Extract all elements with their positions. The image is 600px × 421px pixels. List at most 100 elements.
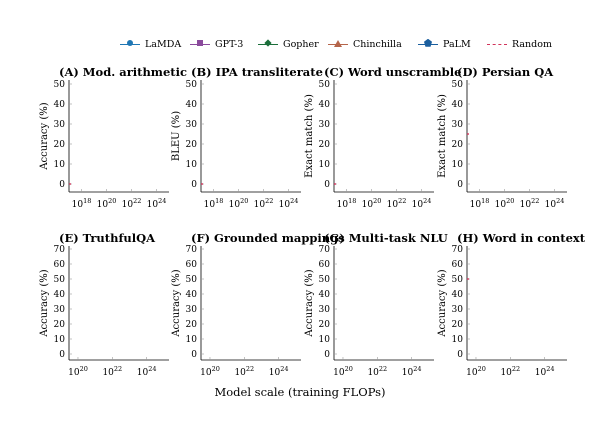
panel-g-y-tick-label: 0 [324,350,330,360]
panel-c-x-tick-label: 1022 [387,197,407,210]
panel-a-y-tick-label: 50 [54,80,66,90]
panel-d-x-tick-label: 1018 [470,197,490,210]
panel-h-y-tick-label: 40 [452,290,464,300]
panel-d-y-tick-label: 20 [452,140,464,150]
panel-h-y-tick-label: 50 [452,275,464,285]
legend-swatch [487,43,507,45]
legend-item-lamda: LaMDA [120,34,181,54]
panel-e-x-tick-label: 1022 [102,365,122,378]
panel-a-title: (A) Mod. arithmetic [59,65,187,79]
circle-marker-icon [127,39,133,46]
panel-e-title: (E) TruthfulQA [59,231,156,245]
legend-label: Chinchilla [353,38,402,50]
panel-d-y-tick-label: 30 [452,120,464,130]
panel-e-y-axis-label: Accuracy (%) [39,269,50,337]
panel-b-y-tick-label: 40 [186,100,198,110]
panel-b-y-tick-label: 50 [186,80,198,90]
panel-h-x-tick-label: 1020 [466,365,486,378]
panel-f-title: (F) Grounded mappings [191,231,345,245]
panel-b-y-axis-label: BLEU (%) [171,111,182,161]
legend-item-random: Random [487,34,552,54]
panel-e-y-tick-label: 70 [54,245,66,255]
panel-g-y-tick-label: 20 [319,320,331,330]
panel-f-y-tick-label: 20 [186,320,198,330]
panel-h-y-tick-label: 60 [452,260,464,270]
panel-f-y-tick-label: 50 [186,275,198,285]
panel-e-y-tick-label: 50 [54,275,66,285]
panel-c-y-tick-label: 30 [319,120,331,130]
panel-e-y-tick-label: 10 [54,335,66,345]
panel-f-y-tick-label: 0 [191,350,197,360]
panel-b-x-tick-label: 1022 [254,197,274,210]
panel-d-title: (D) Persian QA [457,65,554,79]
panel-f-y-tick-label: 70 [186,245,198,255]
panel-h-y-tick-label: 20 [452,320,464,330]
legend-item-gopher: Gopher [258,34,319,54]
panel-b-y-tick-label: 10 [186,160,198,170]
panel-h-y-tick-label: 10 [452,335,464,345]
panel-g-y-tick-label: 60 [319,260,331,270]
square-marker-icon [197,39,203,46]
panel-c-y-tick-label: 40 [319,100,331,110]
panel-d-y-tick-label: 10 [452,160,464,170]
shared-x-axis-title: Model scale (training FLOPs) [214,385,386,399]
panel-e-y-tick-label: 40 [54,290,66,300]
panel-a-y-tick-label: 20 [54,140,66,150]
panel-g-y-tick-label: 40 [319,290,331,300]
panel-d-x-tick-label: 1020 [495,197,515,210]
legend-swatch [418,38,438,47]
panel-g-title: (G) Multi-task NLU [324,231,448,245]
panel-a-y-tick-label: 10 [54,160,66,170]
panel-h-y-tick-label: 70 [452,245,464,255]
panel-a-x-tick-label: 1024 [147,197,167,210]
panel-b-x-tick-label: 1024 [279,197,299,210]
panel-a-x-tick-label: 1020 [97,197,117,210]
legend-swatch [258,39,278,47]
legend-label: LaMDA [145,38,182,50]
legend-label: Random [512,38,552,50]
panel-a-y-tick-label: 40 [54,100,66,110]
panel-d-x-tick-label: 1022 [520,197,540,210]
panel-h-x-tick-label: 1024 [535,365,555,378]
panel-d-y-tick-label: 50 [452,80,464,90]
panel-h-y-tick-label: 0 [457,350,463,360]
panel-g-y-tick-label: 70 [319,245,331,255]
panel-c-x-tick-label: 1018 [337,197,357,210]
panel-b-x-tick-label: 1020 [229,197,249,210]
legend-label: Gopher [283,38,319,50]
panel-c-y-tick-label: 0 [324,180,330,190]
panel-c-title: (C) Word unscramble [324,65,461,79]
legend-item-chinchilla: Chinchilla [328,34,402,54]
panel-f-y-tick-label: 40 [186,290,198,300]
panel-a-x-tick-label: 1022 [122,197,142,210]
legend-swatch [120,39,140,46]
panel-b-y-tick-label: 30 [186,120,198,130]
panel-e-y-tick-label: 0 [59,350,65,360]
panel-d-y-tick-label: 0 [457,180,463,190]
panel-f-x-tick-label: 1020 [200,365,220,378]
panel-h-y-axis-label: Accuracy (%) [437,269,448,337]
pentagon-marker-icon [424,38,432,47]
panel-f-y-tick-label: 60 [186,260,198,270]
panel-a-y-tick-label: 0 [59,180,65,190]
panel-e-y-tick-label: 60 [54,260,66,270]
panel-g-y-axis-label: Accuracy (%) [304,269,315,337]
legend: LaMDA GPT-3 Gopher Chinchilla PaLM Random [0,34,600,54]
panel-d-y-tick-label: 40 [452,100,464,110]
panel-c-y-axis-label: Exact match (%) [304,94,315,178]
panel-f-y-tick-label: 30 [186,305,198,315]
panel-f-x-tick-label: 1024 [269,365,289,378]
panel-g-x-tick-label: 1024 [402,365,422,378]
panel-g-x-tick-label: 1022 [367,365,387,378]
legend-swatch [328,39,348,47]
panel-a-y-tick-label: 30 [54,120,66,130]
panel-g-y-tick-label: 50 [319,275,331,285]
legend-swatch [190,39,210,46]
panel-b-y-tick-label: 0 [191,180,197,190]
panel-g-y-tick-label: 30 [319,305,331,315]
triangle-marker-icon [334,39,342,47]
panel-h-title: (H) Word in context [457,231,586,245]
panel-b-title: (B) IPA transliterate [191,65,323,79]
